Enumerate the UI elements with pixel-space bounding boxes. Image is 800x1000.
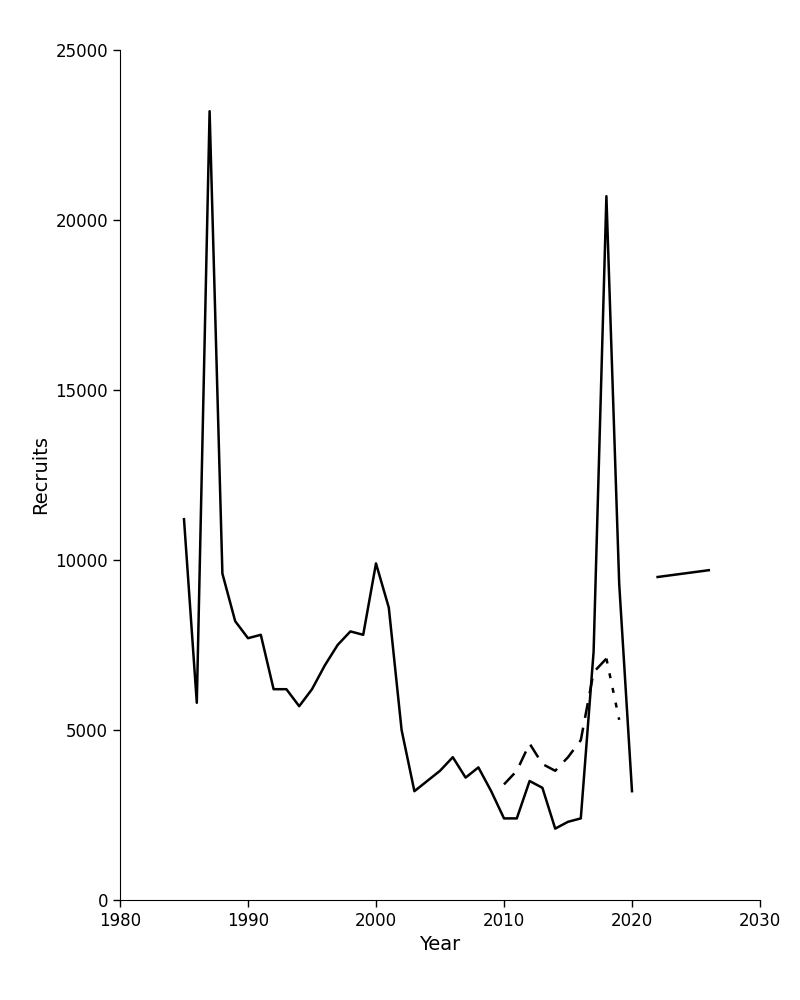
X-axis label: Year: Year (419, 935, 461, 954)
Y-axis label: Recruits: Recruits (31, 436, 50, 514)
